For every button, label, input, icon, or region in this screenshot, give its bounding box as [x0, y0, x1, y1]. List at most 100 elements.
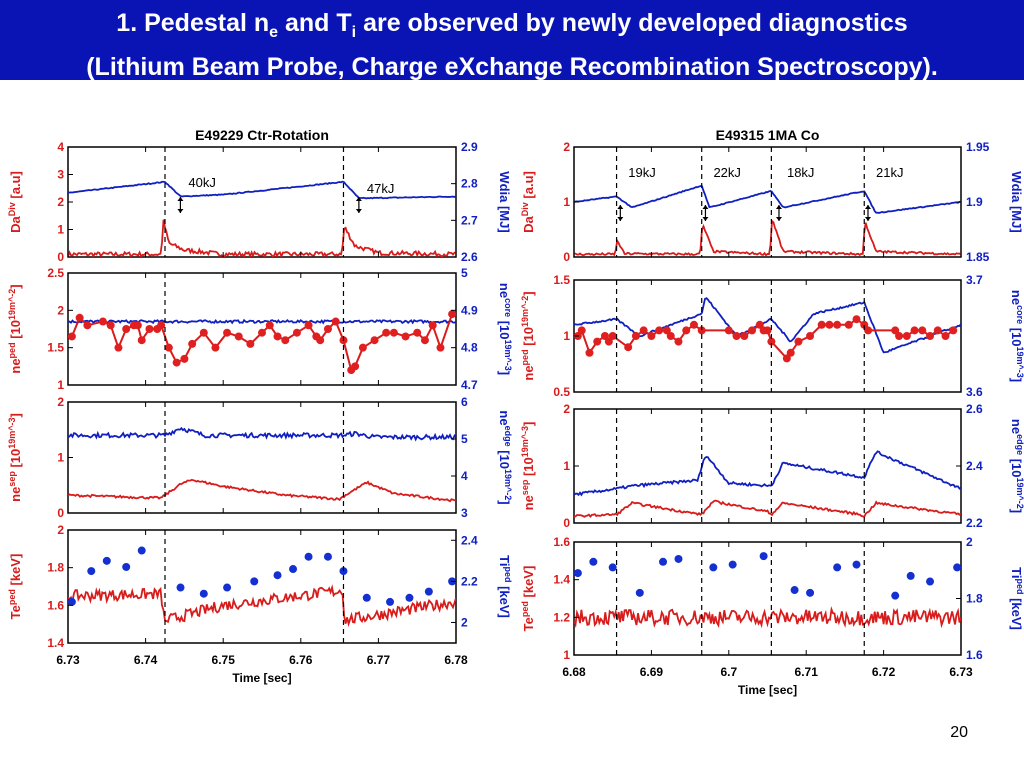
data-point-red: [732, 332, 741, 340]
axis-label-part: sep: [7, 471, 17, 487]
left-tick-label: 1.2: [553, 610, 570, 624]
data-point-red: [682, 326, 691, 335]
stored-energy-annotation: 47kJ: [367, 181, 394, 196]
data-point-red: [817, 320, 826, 329]
right-tick-label: 2: [461, 615, 468, 629]
axis-label-part: [10: [497, 317, 512, 339]
left-axis-label: neped [1019m^-2]: [7, 284, 23, 373]
title-subscript-e: e: [269, 24, 279, 41]
series-line-blue: [68, 426, 456, 442]
annotation-arrow-down: [864, 217, 871, 221]
axis-label-part: edge: [1015, 434, 1024, 455]
data-point-red: [281, 336, 290, 345]
stored-energy-annotation: 22kJ: [713, 165, 740, 180]
axis-label-part: Wdia [MJ]: [497, 171, 512, 232]
series-line-red: [574, 606, 961, 629]
plot-area: [574, 450, 961, 519]
data-point-red: [246, 339, 255, 348]
data-point-blue: [790, 586, 799, 595]
data-point-red: [864, 326, 873, 335]
axis-label-part: [10: [1009, 324, 1024, 346]
annotation-arrow-down: [355, 209, 362, 213]
data-point-red: [273, 332, 282, 341]
left-tick-label: 1: [563, 459, 570, 473]
x-tick-label: 6.72: [872, 665, 896, 679]
x-axis-label: Time [sec]: [738, 683, 797, 697]
data-point-blue: [833, 563, 842, 572]
title-subscript-i: i: [351, 24, 357, 41]
data-point-blue: [759, 552, 768, 561]
data-point-red: [782, 354, 791, 363]
axis-label-part: [10: [8, 449, 23, 471]
data-point-red: [258, 328, 266, 337]
x-tick-label: 6.7: [720, 665, 737, 679]
data-point-red: [860, 320, 869, 329]
stored-energy-annotation: 40kJ: [188, 175, 215, 190]
data-point-red: [188, 339, 197, 348]
data-point-red: [624, 343, 633, 352]
axis-label-part: Da: [521, 215, 536, 232]
axis-label-part: ]: [497, 371, 512, 375]
axis-label-part: ne: [1009, 419, 1024, 434]
page-number: 20: [950, 724, 968, 741]
data-point-red: [585, 348, 594, 357]
data-point-red: [358, 343, 367, 352]
data-point-red: [902, 332, 911, 340]
left-tick-label: 0: [563, 516, 570, 530]
axis-label-part: ne: [1009, 290, 1024, 305]
data-point-red: [786, 348, 795, 357]
data-point-blue: [250, 577, 259, 586]
axis-label-part: edge: [503, 426, 513, 447]
axis-label-part: [keV]: [1009, 594, 1024, 629]
right-axis-label: necore [1019m^-3]: [1009, 290, 1024, 382]
axis-label-part: ne: [521, 495, 536, 510]
title-text-c: are observed by newly developed diagnost…: [356, 9, 908, 37]
data-point-blue: [386, 597, 395, 606]
data-point-blue: [953, 563, 961, 572]
panel-1: 0 1 2 1.85 1.9 1.95 DaDiv [a.u] Wdia [MJ] 19kJ 22…: [520, 140, 1024, 264]
left-tick-label: 1: [563, 195, 570, 209]
annotation-arrow-up: [775, 205, 782, 209]
right-tick-label: 2.7: [461, 213, 478, 227]
right-tick-label: 2.6: [966, 402, 983, 416]
axis-label-part: ]: [1009, 378, 1024, 382]
left-tick-label: 1: [563, 648, 570, 662]
left-tick-label: 2: [57, 523, 64, 537]
right-tick-label: 2.2: [461, 574, 478, 588]
x-tick-label: 6.73: [949, 665, 973, 679]
axis-label-part: 19m^-2: [7, 289, 17, 320]
data-point-red: [265, 321, 274, 330]
data-point-red: [806, 332, 815, 340]
axis-label-part: ne: [8, 487, 23, 502]
left-tick-label: 1.4: [47, 636, 64, 650]
right-tick-label: 1.9: [966, 195, 983, 209]
axis-label-part: [10: [497, 447, 512, 469]
axis-label-part: ]: [1009, 509, 1024, 513]
data-point-red: [106, 321, 115, 330]
data-point-blue: [68, 597, 76, 606]
plot-area: [68, 426, 456, 503]
data-point-blue: [635, 588, 644, 597]
data-point-red: [941, 332, 950, 340]
left-axis-label: DaDiv [a.u]: [520, 171, 536, 233]
data-point-red: [639, 326, 648, 335]
data-point-red: [647, 332, 656, 340]
plot-frame: [67, 529, 457, 644]
data-point-red: [666, 332, 675, 340]
left-tick-label: 2: [563, 140, 570, 154]
data-point-red: [763, 326, 772, 335]
left-tick-label: 1.4: [553, 573, 570, 587]
axis-label-part: ped: [7, 589, 17, 605]
right-tick-label: 4.8: [461, 341, 478, 355]
annotation-arrow-down: [177, 209, 184, 213]
data-point-red: [75, 313, 84, 322]
plot-area: [68, 180, 456, 257]
right-tick-label: 4.7: [461, 378, 478, 392]
data-point-red: [164, 343, 173, 352]
data-point-blue: [906, 571, 915, 580]
data-point-blue: [137, 546, 146, 555]
right-tick-label: 2: [966, 535, 973, 549]
data-point-red: [133, 321, 142, 330]
